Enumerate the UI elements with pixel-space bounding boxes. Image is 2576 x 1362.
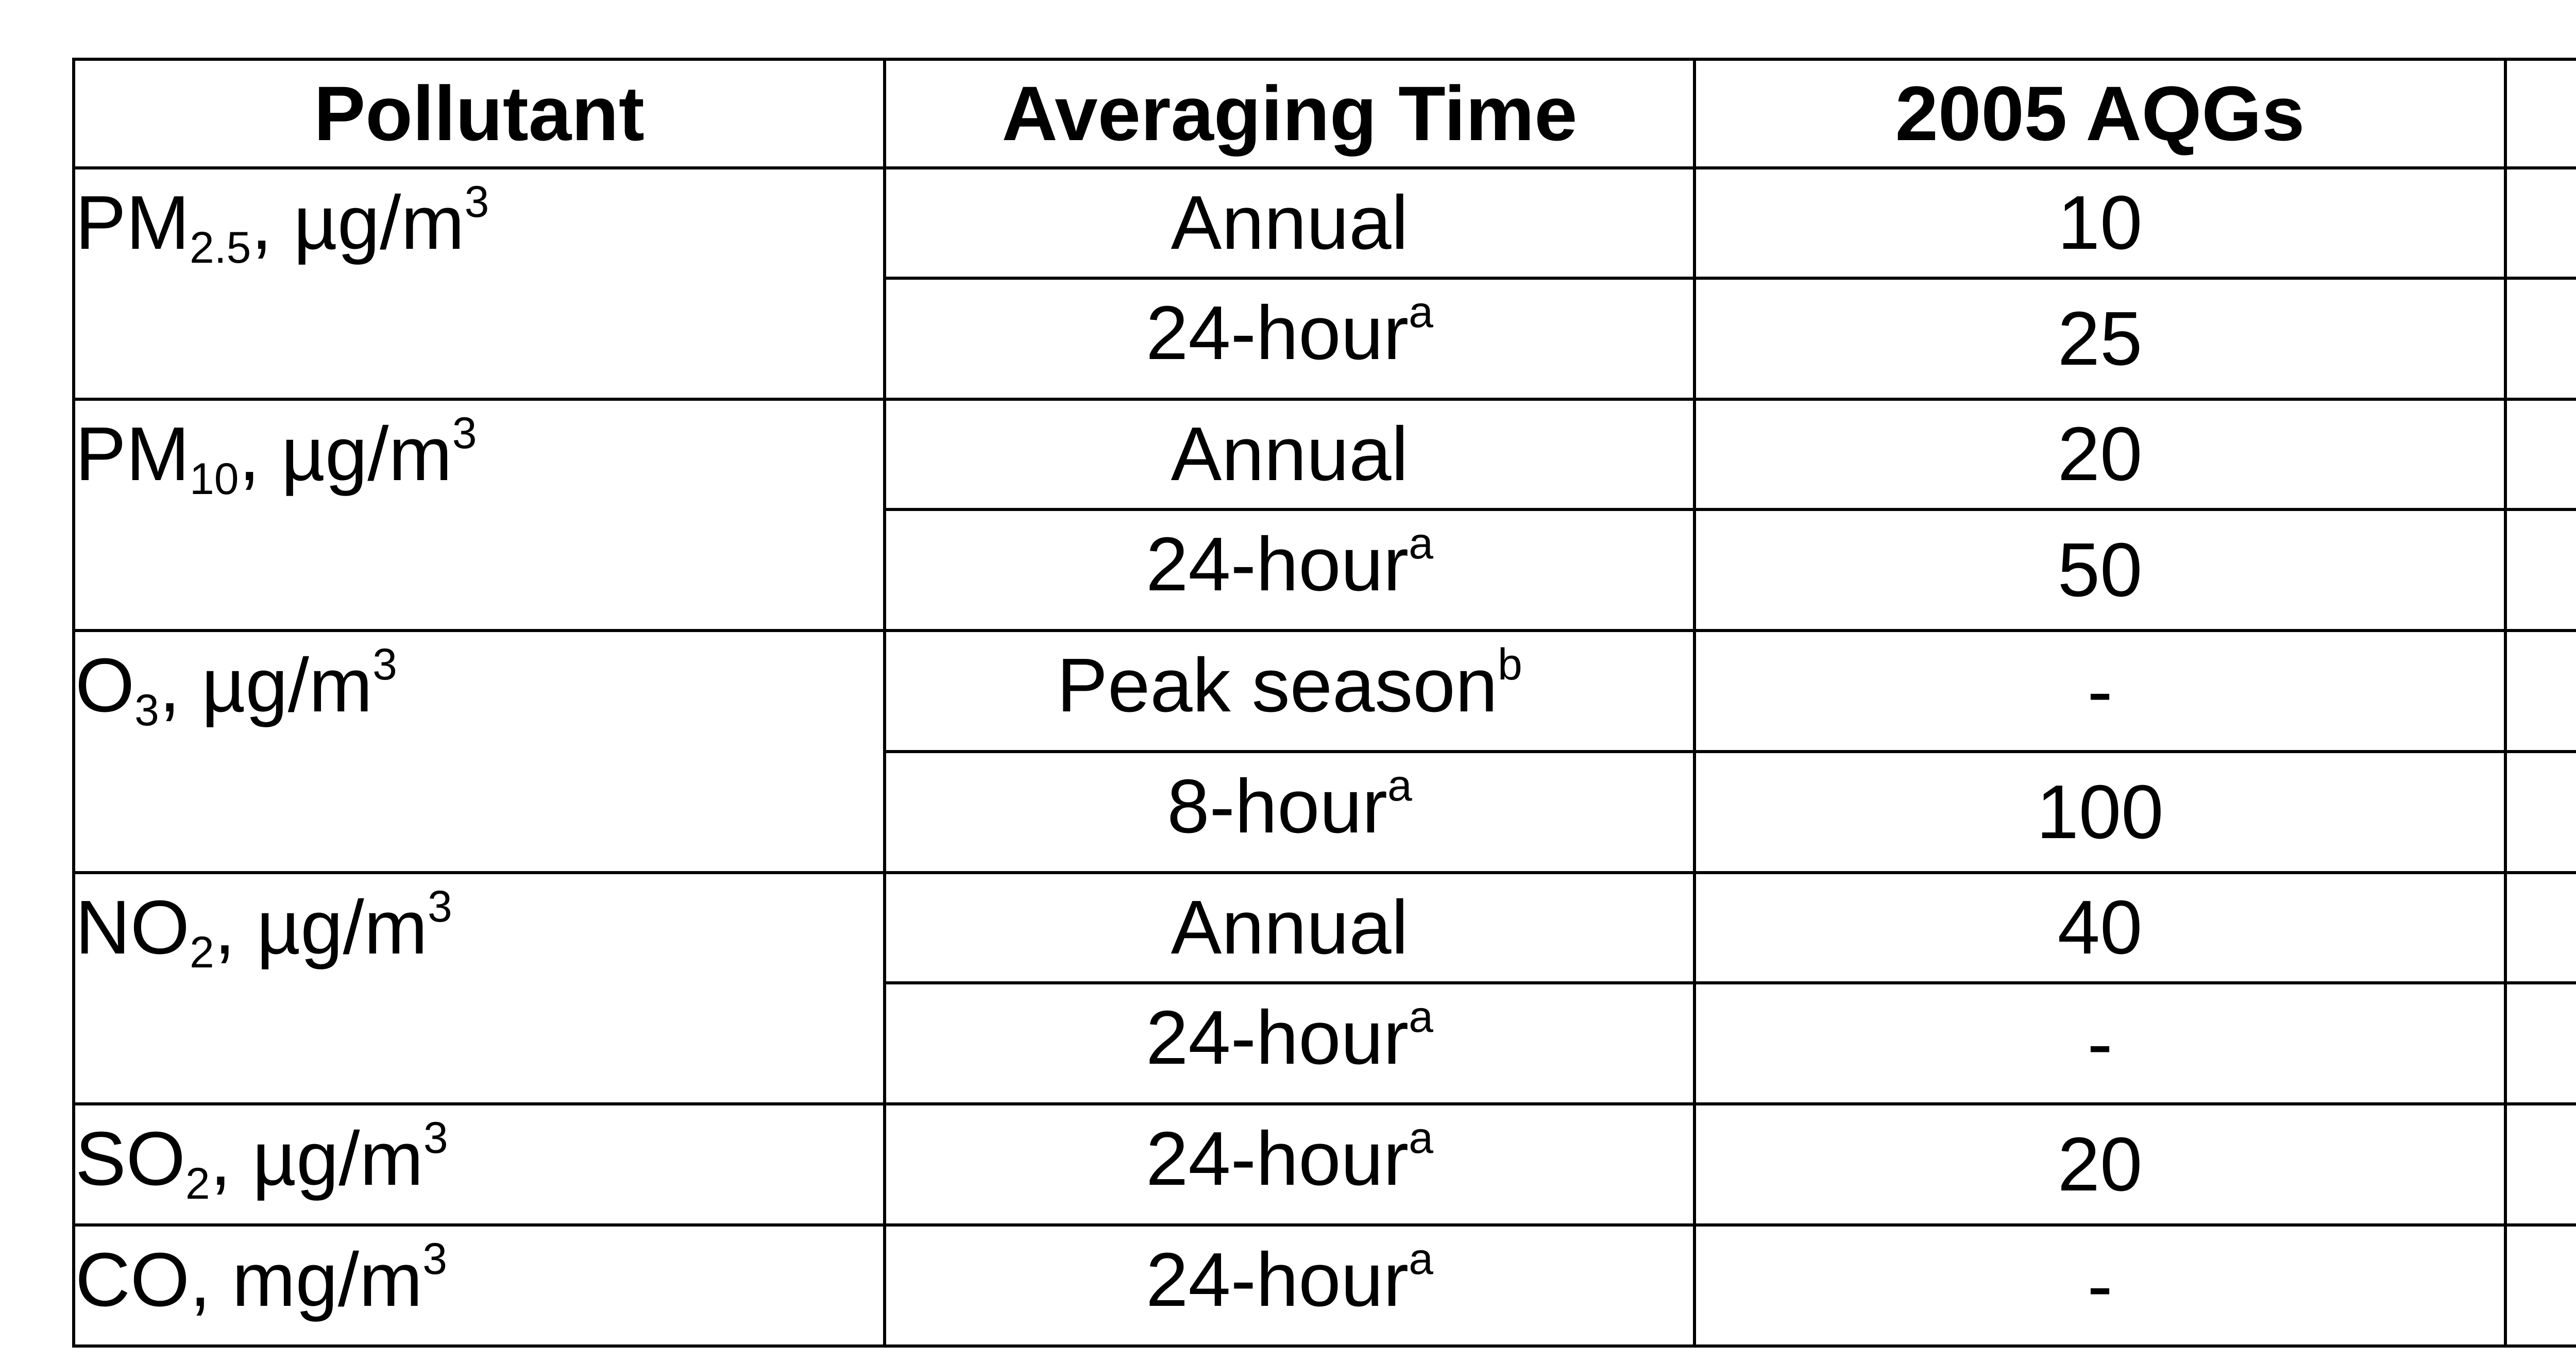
aqg-2021-value-cell: 5 bbox=[2504, 166, 2576, 280]
aqg-2005-value-cell: 10 bbox=[1693, 166, 2507, 280]
pollutant-cell: PM10, µg/m3 bbox=[72, 398, 886, 632]
superscript-footnote-marker: a bbox=[1409, 992, 1433, 1042]
aqg-2005-value-cell: 20 bbox=[1693, 398, 2507, 511]
aqg-2021-value-cell: 45 bbox=[2504, 508, 2576, 632]
table-row: 8-houra100100 bbox=[74, 750, 2576, 874]
aqg-2021-value-cell: 40 bbox=[2504, 1102, 2576, 1227]
superscript-footnote-marker: 3 bbox=[427, 882, 452, 932]
aqg-2021-value-cell: 10 bbox=[2504, 871, 2576, 984]
superscript-footnote-marker: 3 bbox=[423, 1113, 448, 1163]
averaging-time-cell: Annual bbox=[883, 398, 1696, 511]
averaging-time-cell: 24-houra bbox=[883, 1102, 1696, 1227]
averaging-time-cell: 24-houra bbox=[883, 981, 1696, 1105]
averaging-time-cell: Peak seasonb bbox=[883, 629, 1696, 753]
aqg-2005-value-cell: 25 bbox=[1693, 277, 2507, 401]
aqg-2021-value-cell: 25 bbox=[2504, 981, 2576, 1105]
pollutant-cell: O3, µg/m3 bbox=[72, 629, 886, 874]
aqg-2005-value-cell: - bbox=[1693, 1223, 2507, 1348]
col-header-averaging-time: Averaging Time bbox=[883, 58, 1696, 169]
superscript-footnote-marker: a bbox=[1409, 1113, 1433, 1163]
pollutant-cell: SO2, µg/m3 bbox=[72, 1102, 886, 1227]
averaging-time-cell: Annual bbox=[883, 166, 1696, 280]
table-row: NO2, µg/m3Annual4010 bbox=[72, 871, 2576, 1105]
pollutant-cell: NO2, µg/m3 bbox=[72, 871, 886, 1105]
averaging-time-cell: 8-houra bbox=[883, 750, 1696, 874]
aqg-2005-value-cell: 40 bbox=[1693, 871, 2507, 984]
superscript-footnote-marker: 3 bbox=[372, 640, 397, 690]
table-row: PM10, µg/m3Annual2015 bbox=[72, 398, 2576, 632]
aqg-2021-value-cell: 15 bbox=[2504, 398, 2576, 511]
superscript-footnote-marker: 3 bbox=[452, 408, 477, 458]
superscript-footnote-marker: a bbox=[1409, 1234, 1433, 1284]
superscript-footnote-marker: 3 bbox=[464, 177, 489, 227]
aqg-2021-value-cell: 100 bbox=[2504, 750, 2576, 874]
table-header-row: Pollutant Averaging Time 2005 AQGs 2021 … bbox=[72, 58, 2576, 169]
aqg-2005-value-cell: 20 bbox=[1693, 1102, 2507, 1227]
aqg-2021-value-cell: 15 bbox=[2504, 277, 2576, 401]
superscript-footnote-marker: b bbox=[1497, 640, 1522, 690]
table-row: 24-houra5045 bbox=[74, 508, 2576, 632]
aqg-2021-value-cell: 4 bbox=[2504, 1223, 2576, 1348]
subscript-text: 2 bbox=[190, 927, 214, 977]
col-header-2005-aqgs: 2005 AQGs bbox=[1693, 58, 2507, 169]
aqg-2005-value-cell: 100 bbox=[1693, 750, 2507, 874]
averaging-time-cell: 24-houra bbox=[883, 1223, 1696, 1348]
subscript-text: 2 bbox=[185, 1159, 210, 1208]
superscript-footnote-marker: a bbox=[1387, 761, 1412, 811]
col-header-pollutant: Pollutant bbox=[72, 58, 886, 169]
averaging-time-cell: 24-houra bbox=[883, 277, 1696, 401]
subscript-text: 3 bbox=[134, 685, 159, 735]
table-row: 24-houra-25 bbox=[74, 981, 2576, 1105]
col-header-2021-aqgs: 2021 AQGs bbox=[2504, 58, 2576, 169]
subscript-text: 2.5 bbox=[190, 223, 251, 273]
pollutant-cell: PM2.5, µg/m3 bbox=[72, 166, 886, 401]
table-row: 24-houra2515 bbox=[74, 277, 2576, 401]
aqg-2021-value-cell: 60 bbox=[2504, 629, 2576, 753]
aqg-2005-value-cell: - bbox=[1693, 629, 2507, 753]
aqg-2005-value-cell: - bbox=[1693, 981, 2507, 1105]
subscript-text: 10 bbox=[190, 454, 239, 504]
aqg-table: Pollutant Averaging Time 2005 AQGs 2021 … bbox=[72, 58, 2576, 1348]
averaging-time-cell: 24-houra bbox=[883, 508, 1696, 632]
averaging-time-cell: Annual bbox=[883, 871, 1696, 984]
superscript-footnote-marker: a bbox=[1409, 519, 1433, 569]
table-row: PM2.5, µg/m3Annual105 bbox=[72, 166, 2576, 401]
table-body: PM2.5, µg/m3Annual10524-houra2515PM10, µ… bbox=[72, 166, 2576, 1348]
aqg-table-container: Pollutant Averaging Time 2005 AQGs 2021 … bbox=[72, 58, 2576, 1348]
superscript-footnote-marker: a bbox=[1409, 287, 1433, 337]
pollutant-cell: CO, mg/m3 bbox=[72, 1223, 886, 1348]
aqg-2005-value-cell: 50 bbox=[1693, 508, 2507, 632]
superscript-footnote-marker: 3 bbox=[422, 1234, 447, 1284]
